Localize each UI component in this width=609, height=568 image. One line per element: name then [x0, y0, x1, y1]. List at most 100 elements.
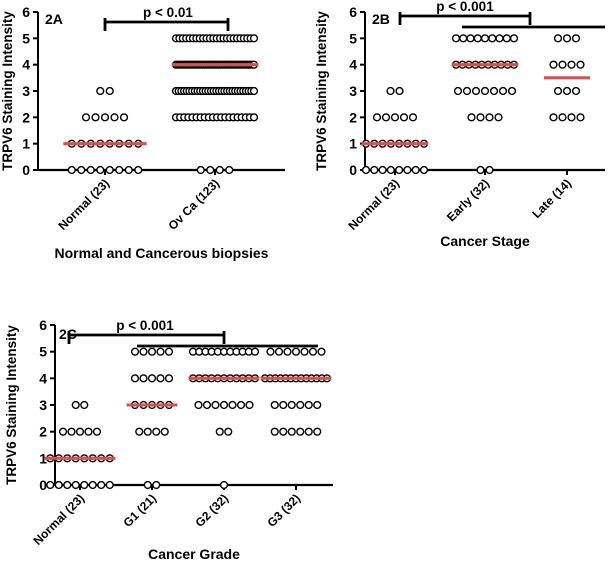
data-point: [84, 427, 93, 436]
data-point: [105, 86, 114, 96]
p-value-label: p < 0.01: [143, 5, 193, 20]
data-point: [86, 165, 95, 175]
data-point: [480, 86, 490, 96]
data-point: [567, 60, 576, 69]
data-point: [296, 400, 305, 410]
data-point: [249, 34, 259, 43]
data-point: [553, 86, 563, 96]
y-tick-label: 5: [39, 344, 47, 360]
x-tick-label: Normal (23): [56, 176, 113, 233]
data-point: [194, 400, 203, 410]
data-point: [152, 427, 161, 436]
y-tick-label: 0: [349, 162, 357, 178]
data-point: [67, 165, 76, 175]
data-point: [296, 427, 305, 436]
data-point: [215, 165, 224, 175]
x-tick-label: Late (14): [529, 176, 574, 221]
data-point: [80, 400, 89, 410]
data-point: [202, 400, 212, 410]
data-point: [80, 480, 89, 490]
data-point: [100, 113, 110, 122]
data-point: [147, 347, 157, 356]
data-point: [378, 165, 387, 175]
data-point: [105, 165, 114, 175]
data-point: [164, 347, 174, 356]
data-point: [395, 86, 404, 96]
x-tick-label: G3 (32): [264, 491, 303, 530]
data-point: [370, 165, 379, 175]
data-point: [71, 400, 80, 410]
y-tick-label: 6: [22, 4, 30, 20]
data-point: [96, 165, 105, 175]
data-point: [558, 60, 567, 69]
data-point: [494, 113, 503, 122]
data-point: [509, 34, 519, 43]
data-point: [386, 86, 395, 96]
data-point: [88, 480, 97, 490]
y-tick-label: 1: [22, 136, 30, 152]
data-point: [92, 427, 102, 436]
data-point: [485, 113, 494, 122]
data-point: [270, 400, 279, 410]
data-point: [75, 427, 85, 436]
data-point: [130, 374, 140, 383]
y-axis-title: TRPV6 Staining Intensity: [0, 11, 15, 171]
x-tick-label: G1 (21): [120, 491, 159, 530]
data-point: [225, 165, 234, 175]
data-point: [403, 165, 412, 175]
y-tick-label: 4: [39, 370, 47, 386]
y-tick-label: 2: [22, 109, 30, 125]
data-point: [228, 400, 237, 410]
data-point: [459, 34, 468, 43]
data-point: [164, 374, 174, 383]
p-value-label: p < 0.001: [116, 318, 174, 333]
x-axis-title: Cancer Stage: [440, 233, 530, 249]
data-point: [156, 347, 165, 356]
data-point: [313, 400, 322, 410]
data-point: [361, 165, 371, 175]
x-tick-label: G2 (32): [192, 491, 231, 530]
x-axis-title: Normal and Cancerous biopsies: [55, 245, 269, 261]
y-tick-label: 3: [39, 397, 47, 413]
data-point: [143, 480, 152, 490]
y-tick-label: 0: [39, 477, 47, 493]
data-point: [58, 427, 68, 436]
data-point: [473, 34, 482, 43]
x-tick-label: Early (32): [444, 176, 492, 224]
y-tick-label: 6: [349, 4, 357, 20]
data-point: [96, 86, 105, 96]
data-point: [219, 400, 229, 410]
data-point: [313, 427, 322, 436]
panel-label: 2A: [45, 11, 63, 27]
data-point: [160, 427, 169, 436]
panel-2a-chart: 0 1 2 3 4 5 6 TRPV6 Staining Intensity 2A Normal …: [0, 4, 285, 261]
data-point: [390, 113, 400, 122]
data-point: [372, 113, 382, 122]
y-tick-label: 4: [349, 57, 357, 73]
data-point: [147, 374, 157, 383]
data-point: [71, 480, 80, 490]
data-point: [488, 34, 497, 43]
data-point: [219, 480, 229, 490]
data-point: [134, 165, 143, 175]
data-point: [411, 165, 420, 175]
data-point: [270, 427, 279, 436]
data-point: [453, 86, 463, 96]
data-point: [81, 113, 91, 122]
y-tick-label: 3: [349, 83, 357, 99]
data-point: [558, 113, 567, 122]
data-point: [211, 400, 220, 410]
data-point: [567, 113, 576, 122]
panel-2b-chart: 0 1 2 3 4 5 6 TRPV6 Staining Intensity 2B Normal …: [314, 0, 605, 249]
data-point: [502, 34, 511, 43]
data-point: [549, 60, 558, 69]
data-point: [485, 165, 494, 175]
data-point: [495, 34, 504, 43]
x-axis-title: Cancer Grade: [148, 546, 240, 562]
data-point: [143, 427, 152, 436]
data-point: [156, 374, 165, 383]
data-point: [462, 86, 472, 96]
data-point: [135, 427, 144, 436]
data-point: [576, 113, 585, 122]
